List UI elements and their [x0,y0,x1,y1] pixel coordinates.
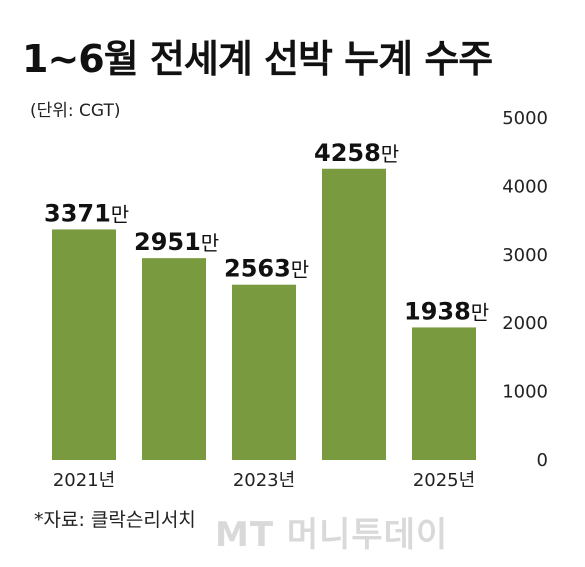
x-tick-label-5: 2025년 [413,470,475,491]
bar-value-number: 4258 [314,139,381,167]
watermark-logo: MT 머니투데이 [215,515,449,555]
x-tick-label-1: 2021년 [53,470,115,491]
chart-title: 1~6월 전세계 선박 누계 수주 [22,37,493,81]
bar-value-label-3: 2563만 [224,255,309,283]
bar-2 [142,258,206,460]
bar-value-number: 3371 [44,199,111,227]
bar-5 [412,327,476,460]
source-note: *자료: 클락슨리서치 [34,509,196,531]
bar-value-unit: 만 [111,202,129,226]
bar-value-number: 2563 [224,255,291,283]
y-tick-label-1000: 1000 [502,382,548,403]
y-tick-label-3000: 3000 [502,245,548,266]
bar-3 [232,284,296,460]
bar-value-label-5: 1938만 [404,297,489,325]
bar-value-number: 1938 [404,297,471,325]
x-tick-label-3: 2023년 [233,470,295,491]
bar-value-label-1: 3371만 [44,199,129,227]
bar-value-label-2: 2951만 [134,228,219,256]
bar-1 [52,229,116,460]
x-axis-ticks: 2021년 2023년 2025년 [53,470,475,491]
y-tick-label-4000: 4000 [502,176,548,197]
unit-note: (단위: CGT) [30,101,121,121]
bars-group [52,168,476,460]
bar-4 [322,168,386,460]
bar-value-label-4: 4258만 [314,139,399,167]
y-tick-label-2000: 2000 [502,313,548,334]
bar-value-unit: 만 [291,258,309,282]
bar-value-number: 2951 [134,228,201,256]
bar-value-unit: 만 [381,142,399,166]
bar-value-unit: 만 [201,231,219,255]
y-tick-label-5000: 5000 [502,108,548,129]
bar-value-unit: 만 [471,300,489,324]
y-tick-label-0: 0 [537,450,548,471]
y-axis-ticks: 0 1000 2000 3000 4000 5000 [502,108,548,471]
